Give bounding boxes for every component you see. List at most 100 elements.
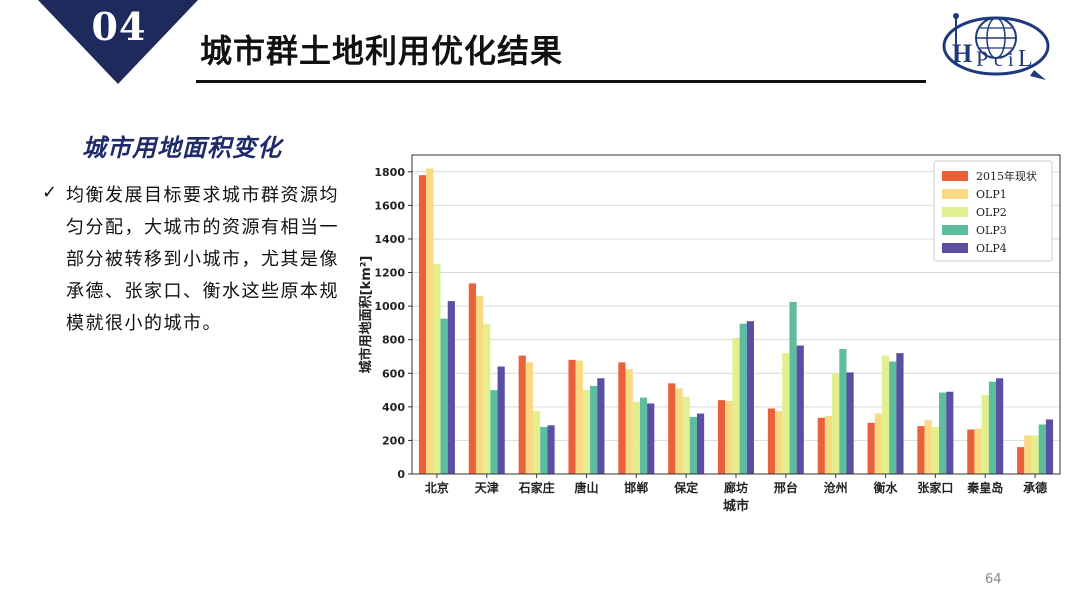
bar-3-0	[440, 318, 448, 474]
legend-label: OLP1	[976, 188, 1007, 201]
bar-1-3	[575, 360, 583, 474]
bar-4-6	[746, 321, 754, 474]
chart-svg: 0 200 400 600 800 1000 1200 1400 1600 1800 北京 天津 石家庄…	[358, 154, 1061, 514]
bar-4-3	[597, 378, 605, 474]
legend-swatch	[942, 189, 968, 199]
bar-3-9	[889, 361, 897, 474]
bar-1-7	[775, 411, 783, 474]
y-tick-label: 1800	[374, 166, 405, 179]
x-tick-label: 廊坊	[724, 480, 748, 495]
bar-4-11	[996, 378, 1004, 474]
land-area-bar-chart: 0 200 400 600 800 1000 1200 1400 1600 1800 北京 天津 石家庄…	[355, 150, 1065, 515]
legend-swatch	[942, 171, 968, 181]
bar-0-11	[967, 429, 975, 474]
badge-triangle	[38, 0, 198, 84]
legend-label: OLP2	[976, 206, 1007, 219]
legend-swatch	[942, 243, 968, 253]
legend-swatch	[942, 225, 968, 235]
y-tick-label: 1400	[374, 233, 405, 246]
bullet-text: 均衡发展目标要求城市群资源均匀分配，大城市的资源有相当一部分被转移到小城市，尤其…	[66, 185, 339, 334]
bar-0-6	[718, 400, 726, 474]
x-tick-label: 唐山	[574, 480, 598, 495]
page-title: 城市群土地利用优化结果	[200, 32, 564, 70]
legend-box	[933, 160, 1053, 262]
bar-4-2	[547, 425, 555, 474]
bar-0-10	[917, 426, 925, 474]
bar-3-12	[1038, 424, 1046, 474]
x-tick-label: 承德	[1023, 480, 1047, 495]
bar-0-3	[568, 359, 576, 474]
page-number: 64	[985, 572, 1002, 587]
svg-text:L: L	[1018, 46, 1033, 72]
bar-1-10	[924, 420, 932, 474]
bar-0-5	[668, 383, 676, 474]
x-tick-label: 天津	[475, 480, 499, 495]
plot-frame	[411, 154, 1061, 475]
bar-4-0	[447, 301, 455, 474]
bar-1-9	[874, 413, 882, 474]
y-tick-label: 1200	[374, 267, 405, 280]
bar-2-6	[732, 338, 740, 474]
bar-2-11	[981, 395, 989, 474]
bar-3-5	[689, 416, 697, 474]
y-tick-label: 1000	[374, 300, 405, 313]
section-number: 04	[91, 4, 147, 49]
bar-4-10	[946, 391, 954, 474]
bar-1-8	[824, 416, 833, 474]
y-tick-label: 600	[382, 367, 405, 380]
bar-1-4	[625, 369, 633, 474]
bar-2-5	[682, 396, 690, 474]
x-tick-label: 衡水	[874, 480, 899, 495]
bar-1-11	[974, 428, 982, 474]
bar-1-0	[426, 168, 434, 474]
svg-text:c: c	[994, 49, 1003, 71]
bar-1-6	[725, 400, 733, 474]
bar-3-2	[540, 426, 548, 474]
bar-2-3	[582, 390, 591, 474]
bar-2-12	[1031, 435, 1039, 474]
bar-1-1	[475, 296, 484, 474]
svg-text:H: H	[952, 39, 972, 68]
legend-label: OLP3	[976, 224, 1007, 237]
bar-4-5	[696, 413, 705, 474]
y-tick-label: 400	[382, 401, 405, 414]
bar-2-9	[881, 355, 890, 474]
bar-2-8	[832, 373, 840, 474]
bar-0-12	[1017, 447, 1025, 474]
bar-1-12	[1024, 435, 1032, 474]
bar-4-8	[846, 372, 854, 474]
section-badge: 04	[38, 0, 198, 84]
bar-3-7	[789, 301, 797, 474]
bar-4-12	[1045, 419, 1054, 474]
title-divider	[196, 80, 926, 83]
bar-3-8	[839, 348, 847, 474]
y-tick-label: 1600	[374, 199, 405, 212]
bar-4-7	[796, 345, 804, 474]
legend-label: 2015年现状	[976, 169, 1037, 183]
x-tick-label: 保定	[673, 480, 698, 495]
x-tick-label: 秦皇岛	[966, 480, 1003, 495]
svg-text:P: P	[976, 46, 988, 71]
x-tick-label: 石家庄	[518, 480, 555, 495]
bar-2-0	[433, 264, 441, 474]
bar-0-4	[618, 362, 626, 474]
bar-2-7	[782, 353, 790, 474]
bar-4-9	[896, 353, 904, 474]
bar-0-7	[767, 408, 776, 474]
x-tick-label: 沧州	[824, 480, 848, 495]
bar-2-2	[533, 411, 541, 474]
y-tick-label: 200	[382, 434, 405, 447]
hpcil-logo-icon: H P c i L	[938, 8, 1050, 82]
bar-2-1	[483, 323, 491, 474]
bar-3-10	[938, 392, 947, 474]
bar-0-9	[867, 422, 875, 474]
legend-swatch	[942, 207, 968, 217]
bar-3-4	[639, 397, 648, 474]
section-title: 城市用地面积变化	[82, 134, 282, 162]
bar-1-2	[525, 362, 534, 474]
x-tick-label: 北京	[425, 480, 449, 495]
bar-1-5	[675, 388, 683, 474]
x-tick-label: 张家口	[917, 480, 953, 495]
legend-label: OLP4	[976, 242, 1007, 255]
bar-3-11	[988, 381, 997, 474]
